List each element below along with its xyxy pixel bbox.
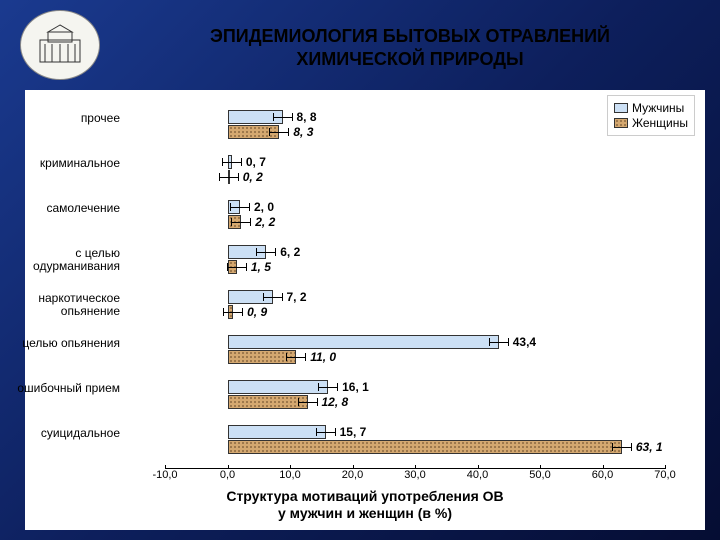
value-label-female: 12, 8 — [322, 395, 349, 409]
chart-panel: Мужчины Женщины прочее8, 88, 3криминальн… — [25, 90, 705, 530]
bar-male — [228, 425, 326, 439]
bar-male — [228, 290, 273, 304]
bar-female — [228, 125, 280, 139]
value-label-male: 8, 8 — [297, 110, 317, 124]
bar-female — [228, 170, 230, 184]
value-label-female: 0, 9 — [247, 305, 267, 319]
value-label-female: 63, 1 — [636, 440, 663, 454]
chart-caption: Структура мотиваций употребления ОВ у му… — [25, 488, 705, 522]
caption-line-2: у мужчин и женщин (в %) — [278, 505, 452, 521]
value-label-female: 1, 5 — [251, 260, 271, 274]
bar-female — [228, 350, 297, 364]
bar-male — [228, 200, 241, 214]
xtick-label: 60,0 — [592, 469, 613, 481]
xtick-label: 30,0 — [404, 469, 425, 481]
category-label: прочее — [0, 112, 120, 125]
institution-logo — [20, 10, 100, 80]
value-label-male: 43,4 — [513, 335, 536, 349]
category-label: самолечение — [0, 202, 120, 215]
value-label-male: 6, 2 — [280, 245, 300, 259]
bar-male — [228, 245, 267, 259]
errorbar-female — [223, 305, 243, 319]
bar-male — [228, 380, 329, 394]
title-line-1: ЭПИДЕМИОЛОГИЯ БЫТОВЫХ ОТРАВЛЕНИЙ — [210, 26, 610, 46]
category-label: наркотическое опьянение — [0, 292, 120, 318]
value-label-female: 8, 3 — [293, 125, 313, 139]
value-label-male: 2, 0 — [254, 200, 274, 214]
plot-area: прочее8, 88, 3криминальное0, 70, 2самоле… — [165, 100, 665, 470]
xtick-label: 10,0 — [279, 469, 300, 481]
bar-male — [228, 335, 499, 349]
xtick-label: 70,0 — [654, 469, 675, 481]
bar-female — [228, 260, 237, 274]
bar-male — [228, 155, 232, 169]
x-axis: -10,00,010,020,030,040,050,060,070,0 — [165, 465, 665, 485]
category-label: с целью одурманивания — [0, 247, 120, 273]
value-label-female: 2, 2 — [255, 215, 275, 229]
xtick-label: 0,0 — [220, 469, 235, 481]
value-label-female: 0, 2 — [243, 170, 263, 184]
value-label-male: 15, 7 — [340, 425, 367, 439]
category-label: суицидальное — [0, 427, 120, 440]
value-label-male: 0, 7 — [246, 155, 266, 169]
value-label-male: 16, 1 — [342, 380, 369, 394]
bar-female — [228, 395, 308, 409]
caption-line-1: Структура мотиваций употребления ОВ — [226, 488, 503, 504]
title-line-2: ХИМИЧЕСКОЙ ПРИРОДЫ — [296, 49, 523, 69]
category-label: ошибочный прием — [0, 382, 120, 395]
value-label-male: 7, 2 — [287, 290, 307, 304]
xtick-label: -10,0 — [152, 469, 177, 481]
value-label-female: 11, 0 — [310, 350, 336, 364]
bar-male — [228, 110, 283, 124]
category-label: криминальное — [0, 157, 120, 170]
bar-female — [228, 305, 234, 319]
bar-female — [228, 440, 622, 454]
errorbar-male — [222, 155, 242, 169]
xtick-label: 20,0 — [342, 469, 363, 481]
category-label: целью опьянения — [0, 337, 120, 350]
xtick-label: 40,0 — [467, 469, 488, 481]
xtick-label: 50,0 — [529, 469, 550, 481]
bar-female — [228, 215, 242, 229]
page-title: ЭПИДЕМИОЛОГИЯ БЫТОВЫХ ОТРАВЛЕНИЙ ХИМИЧЕС… — [140, 25, 680, 72]
